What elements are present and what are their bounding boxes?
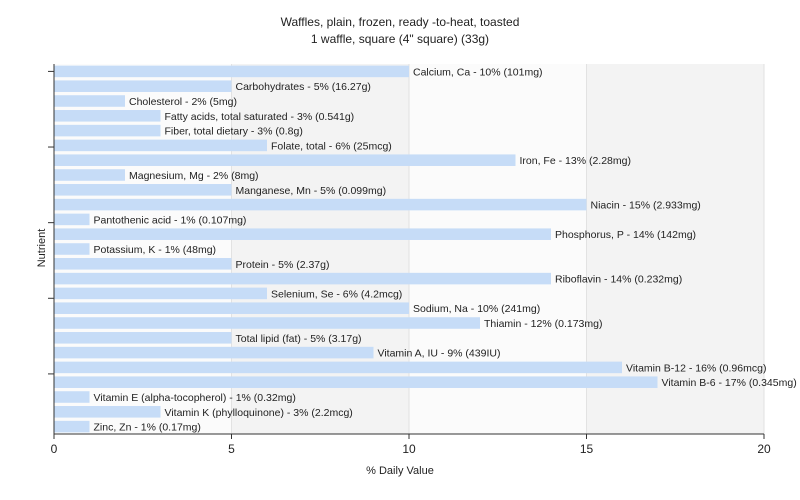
bar-label: Riboflavin - 14% (0.232mg) — [555, 274, 682, 286]
y-axis-label: Nutrient — [36, 228, 48, 268]
bar — [54, 258, 232, 270]
bar-label: Selenium, Se - 6% (4.2mcg) — [271, 288, 402, 300]
x-tick-label: 0 — [51, 442, 58, 456]
bar-label: Iron, Fe - 13% (2.28mg) — [520, 155, 631, 167]
bar — [54, 272, 551, 285]
bar — [54, 198, 587, 211]
bar-label: Total lipid (fat) - 5% (3.17g) — [236, 333, 362, 345]
bar — [54, 332, 232, 344]
bar-label: Thiamin - 12% (0.173mg) — [484, 318, 602, 330]
bar-label: Vitamin E (alpha-tocopherol) - 1% (0.32m… — [94, 392, 296, 404]
bar — [54, 184, 232, 196]
bar — [54, 243, 90, 255]
chart-subtitle: 1 waffle, square (4" square) (33g) — [310, 32, 490, 46]
x-tick-label: 20 — [757, 442, 771, 456]
bar — [54, 346, 374, 359]
bar-label: Protein - 5% (2.37g) — [236, 259, 330, 271]
bar-label: Cholesterol - 2% (5mg) — [129, 96, 237, 108]
bar-label: Magnesium, Mg - 2% (8mg) — [129, 170, 259, 182]
bar-label: Pantothenic acid - 1% (0.107mg) — [94, 214, 247, 226]
x-tick-label: 5 — [228, 442, 235, 456]
bar-label: Calcium, Ca - 10% (101mg) — [413, 66, 543, 78]
bar — [54, 317, 480, 329]
bar-label: Manganese, Mn - 5% (0.099mg) — [236, 185, 387, 197]
bar — [54, 139, 267, 152]
x-axis-label: % Daily Value — [366, 465, 434, 477]
bar-label: Vitamin B-6 - 17% (0.345mg) — [662, 377, 797, 389]
bar — [54, 406, 161, 418]
bar — [54, 154, 516, 166]
bar — [54, 361, 622, 374]
bar-label: Carbohydrates - 5% (16.27g) — [236, 81, 371, 93]
bar — [54, 228, 551, 240]
bar — [54, 391, 90, 403]
bar — [54, 420, 90, 433]
x-tick-label: 10 — [402, 442, 416, 456]
bar — [54, 110, 161, 122]
bar — [54, 287, 267, 300]
bar-label: Folate, total - 6% (25mcg) — [271, 140, 392, 152]
bar-label: Fatty acids, total saturated - 3% (0.541… — [165, 111, 355, 123]
bar — [54, 124, 161, 137]
bar-label: Vitamin B-12 - 16% (0.96mcg) — [626, 362, 766, 374]
x-tick-label: 15 — [580, 442, 594, 456]
bar-label: Vitamin A, IU - 9% (439IU) — [378, 348, 501, 360]
bar — [54, 65, 409, 78]
bar-label: Fiber, total dietary - 3% (0.8g) — [165, 126, 303, 138]
bar-label: Niacin - 15% (2.933mg) — [591, 200, 701, 212]
bar — [54, 169, 125, 181]
bar — [54, 302, 409, 314]
bar — [54, 213, 90, 226]
bar — [54, 376, 658, 388]
bar-label: Sodium, Na - 10% (241mg) — [413, 303, 540, 315]
bar-label: Vitamin K (phylloquinone) - 3% (2.2mcg) — [165, 407, 353, 419]
bar-label: Potassium, K - 1% (48mg) — [94, 244, 217, 256]
bar-label: Zinc, Zn - 1% (0.17mg) — [94, 422, 201, 434]
bar — [54, 95, 125, 107]
chart-title: Waffles, plain, frozen, ready -to-heat, … — [280, 15, 520, 29]
bar-label: Phosphorus, P - 14% (142mg) — [555, 229, 696, 241]
bar — [54, 80, 232, 92]
